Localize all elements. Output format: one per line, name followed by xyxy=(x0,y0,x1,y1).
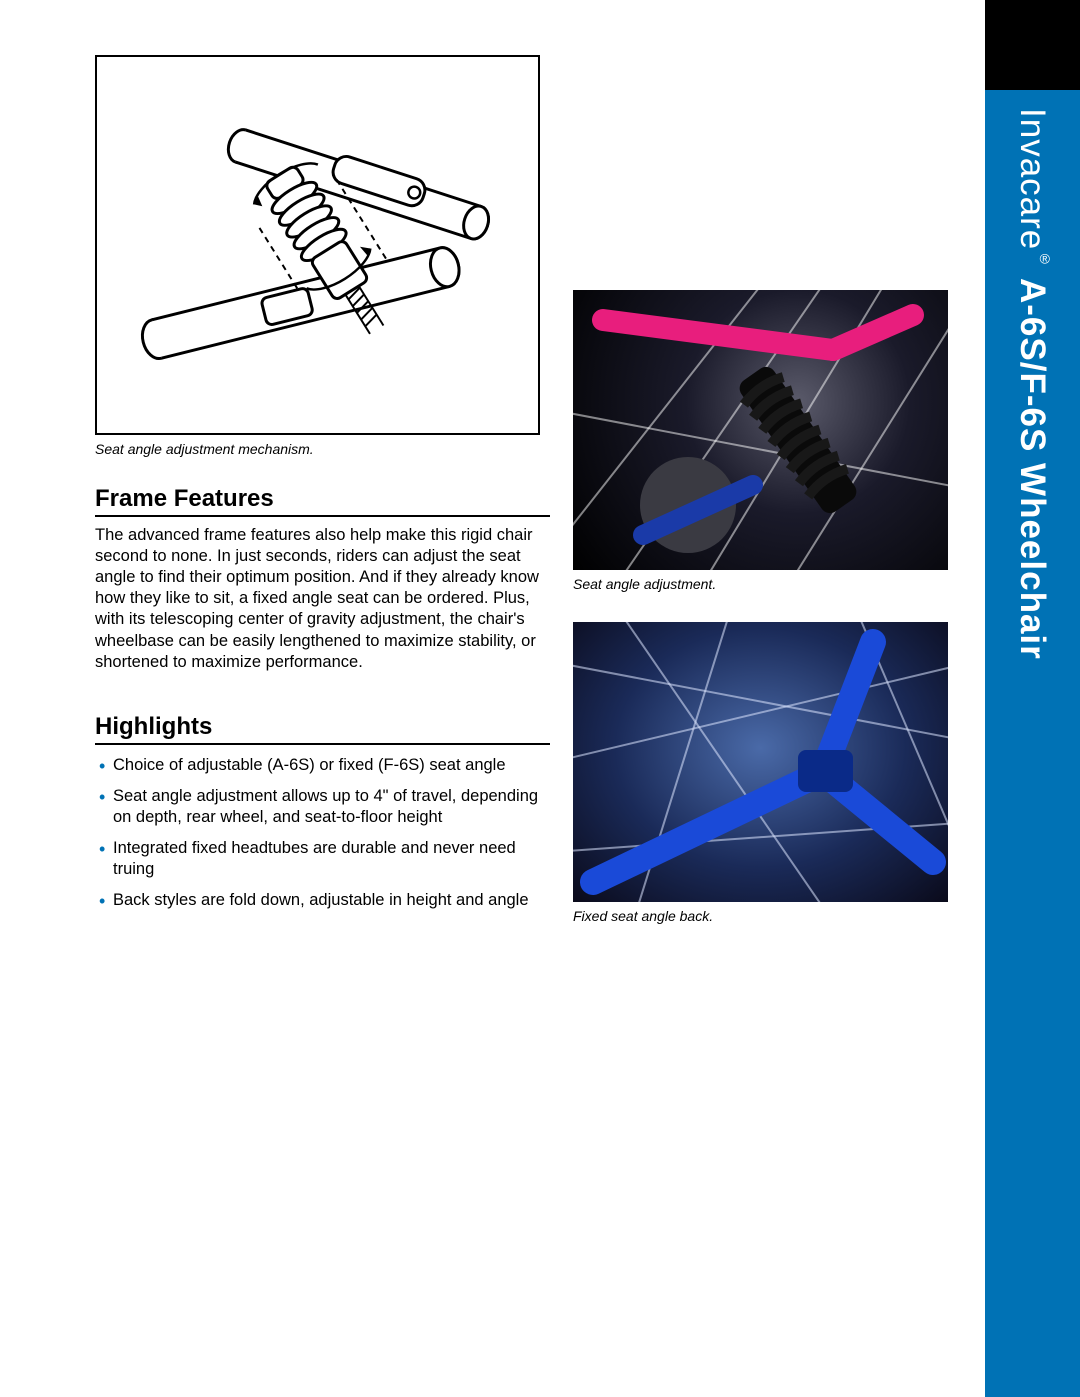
photo-fixed-seat-angle-back xyxy=(573,622,948,902)
diagram-box xyxy=(95,55,540,435)
highlights-list: Choice of adjustable (A-6S) or fixed (F-… xyxy=(95,755,550,912)
photo1-caption: Seat angle adjustment. xyxy=(573,576,948,592)
list-item: Seat angle adjustment allows up to 4" of… xyxy=(95,786,550,828)
photo-seat-angle-adjustment xyxy=(573,290,948,570)
sidebar: Invacare® A-6S/F-6S Wheelchair xyxy=(985,0,1080,1397)
page: Invacare® A-6S/F-6S Wheelchair xyxy=(0,0,1080,1397)
model-name: A-6S/F-6S xyxy=(1013,278,1052,452)
sidebar-top-block xyxy=(985,0,1080,90)
brand-name: Invacare xyxy=(1013,108,1052,250)
product-type: Wheelchair xyxy=(1013,463,1052,660)
frame-features-body: The advanced frame features also help ma… xyxy=(95,525,550,673)
content-area: Seat angle adjustment mechanism. Frame F… xyxy=(95,55,965,921)
right-image-column: Seat angle adjustment. xyxy=(573,290,948,954)
frame-features-title: Frame Features xyxy=(95,485,550,517)
highlights-title: Highlights xyxy=(95,713,550,745)
list-item: Choice of adjustable (A-6S) or fixed (F-… xyxy=(95,755,550,776)
list-item: Integrated fixed headtubes are durable a… xyxy=(95,838,550,880)
registered-mark: ® xyxy=(1037,250,1053,267)
diagram-svg xyxy=(97,57,538,433)
sidebar-title: Invacare® A-6S/F-6S Wheelchair xyxy=(985,108,1080,908)
photo2-caption: Fixed seat angle back. xyxy=(573,908,948,924)
list-item: Back styles are fold down, adjustable in… xyxy=(95,890,550,911)
